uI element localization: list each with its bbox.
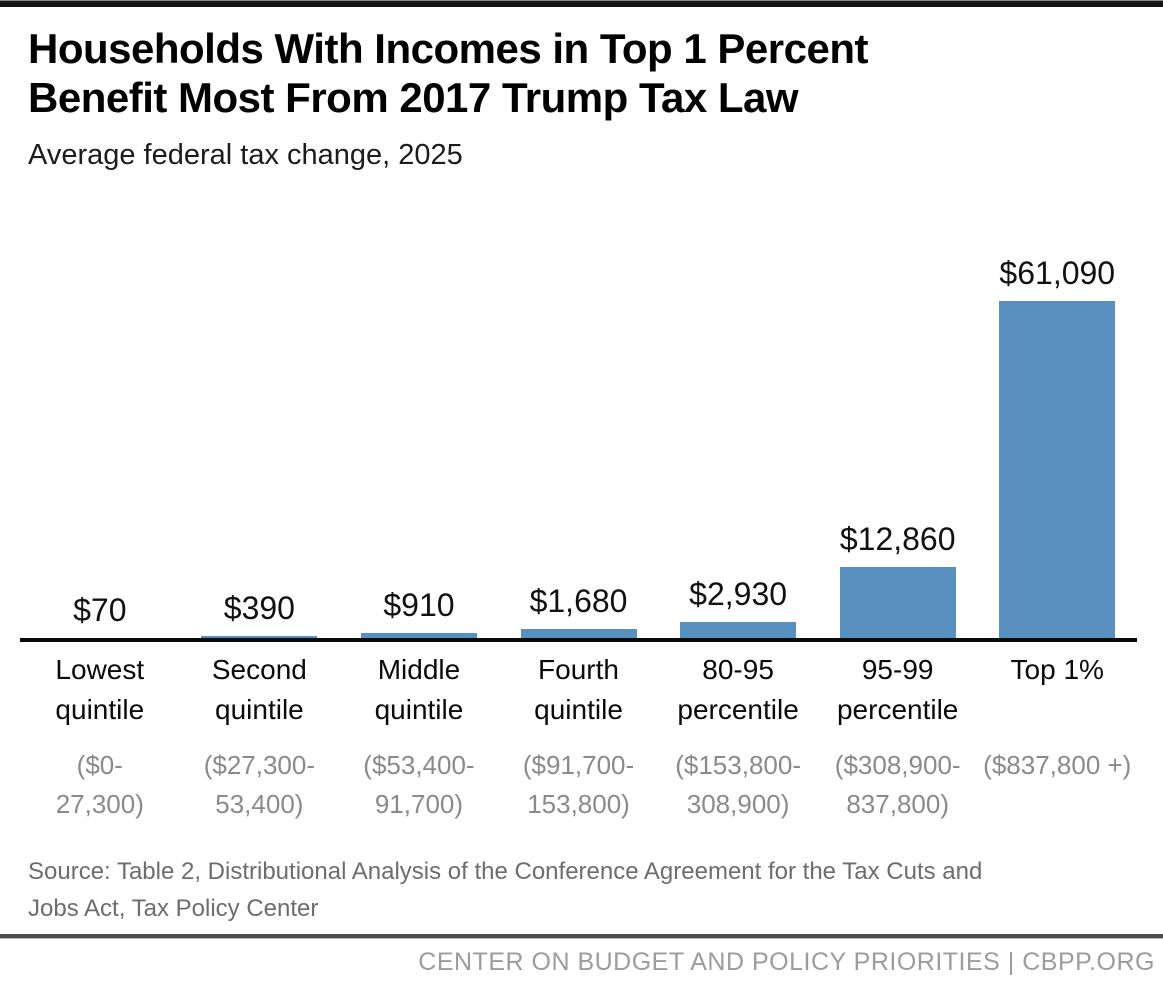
income-range-line: ($91,700- [522,750,635,780]
income-range-line: 91,700) [374,789,464,819]
x-axis-income-range-labels: ($0- 27,300) ($27,300- 53,400) ($53,400- 91,7… [20,746,1137,824]
source-note: Source: Table 2, Distributional Analysis… [28,853,1138,927]
category-label: 95-99 percentile [836,654,959,725]
category-label: Top 1% [1010,654,1104,685]
page-title-line1: Households With Incomes in Top 1 Percent [28,25,868,72]
bar-column: $12,860 [818,230,978,638]
bar-column: $61,090 [977,230,1137,638]
category-label: Middle quintile [374,654,464,725]
category-label: Lowest quintile [55,654,145,725]
income-range-label: ($53,400- 91,700) [339,746,499,824]
bar-value-label: $1,680 [529,582,628,619]
source-note-line2: Jobs Act, Tax Policy Center [28,895,319,922]
bar-column: $2,930 [658,230,818,638]
income-range-label: ($91,700- 153,800) [499,746,659,824]
chart-subtitle: Average federal tax change, 2025 [28,139,463,171]
page-title: Households With Incomes in Top 1 Percent… [28,24,1108,122]
top-accent-bar [0,0,1163,7]
income-range-label: ($0- 27,300) [20,746,180,824]
bar-value-label: $12,860 [839,521,956,558]
income-range-line: 308,900) [686,789,790,819]
income-range-line: 153,800) [527,789,630,819]
income-range-line: ($153,800- [675,750,801,780]
income-range-line: ($0- [76,750,123,780]
income-range-line: ($308,900- [834,750,961,780]
x-axis-category-labels: Lowest quintile Second quintile Middle qui… [20,650,1137,730]
footer-divider-line [0,934,1163,939]
bar-value-label: $2,930 [689,575,788,612]
bar-value-label: $61,090 [999,254,1116,291]
bar-column: $1,680 [499,230,659,638]
bar [520,628,637,638]
category-label: Second quintile [211,654,307,725]
bar-value-label: $910 [383,586,455,623]
bar [201,635,318,638]
footer-credit: CENTER ON BUDGET AND POLICY PRIORITIES |… [418,948,1155,976]
bar [680,621,797,638]
income-range-line: 53,400) [215,789,304,819]
income-range-label: ($837,800 +) [977,746,1137,785]
bar-chart-plot-area: $70 $390 $910 $1,680 $2,930 $12,860 $61,090 [20,230,1137,638]
bar [999,300,1116,638]
bar-value-label: $70 [73,591,127,628]
income-range-line: ($53,400- [363,750,475,780]
bar-column: $910 [339,230,499,638]
x-axis-line [20,638,1137,642]
bar-column: $70 [20,230,180,638]
income-range-line: ($837,800 +) [983,750,1132,780]
income-range-label: ($153,800- 308,900) [658,746,818,824]
bar [839,567,956,638]
source-note-line1: Source: Table 2, Distributional Analysis… [28,858,983,885]
bar [360,632,477,638]
page-title-line2: Benefit Most From 2017 Trump Tax Law [28,74,799,121]
bar-value-label: $390 [223,589,295,626]
income-range-line: 837,800) [846,789,949,819]
bar-column: $390 [180,230,340,638]
income-range-label: ($308,900- 837,800) [818,746,978,824]
income-range-label: ($27,300- 53,400) [180,746,340,824]
category-label: 80-95 percentile [677,654,799,725]
income-range-line: 27,300) [55,789,144,819]
category-label: Fourth quintile [534,654,623,725]
income-range-line: ($27,300- [203,750,316,780]
